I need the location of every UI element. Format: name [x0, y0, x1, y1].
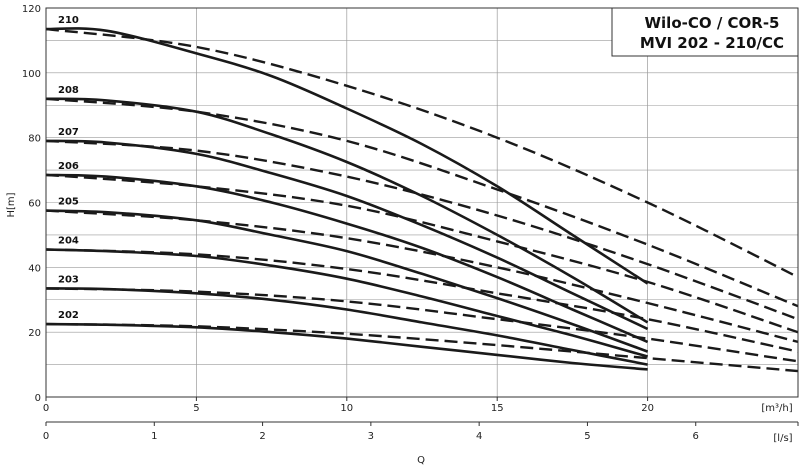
series-210-dashed [45, 27, 799, 279]
title-line-1: Wilo-CO / COR-5 [644, 14, 779, 32]
x-tick-label: 0 [43, 403, 49, 414]
y-tick-label: 20 [28, 328, 41, 339]
series-208-dashed [45, 97, 799, 308]
series-207-solid [45, 139, 649, 331]
series-label-203: 203 [58, 274, 79, 285]
axes [45, 7, 799, 426]
series-label-210: 210 [58, 15, 79, 26]
labels: 0 20 40 60 80 100 120 0 5 10 15 20 0 1 2 3 4 5 6 210 208 207 2… [22, 4, 699, 442]
series-210-solid [45, 27, 649, 285]
title-line-2: MVI 202 - 210/CC [640, 34, 784, 52]
y-tick-label: 40 [28, 263, 41, 274]
series-208-solid [45, 97, 649, 324]
y-tick-label: 100 [22, 69, 41, 80]
series-207-dashed [45, 139, 799, 321]
plot-frame [45, 7, 799, 398]
x2-tick-label: 6 [693, 431, 699, 442]
y-axis-label: H[m] [6, 192, 17, 217]
x-unit-primary: [m³/h] [761, 403, 792, 414]
grid [46, 8, 798, 397]
series-204-dashed [45, 248, 799, 353]
series-label-208: 208 [58, 85, 79, 96]
title-box: Wilo-CO / COR-5 MVI 202 - 210/CC [611, 7, 799, 57]
series-202-solid [45, 322, 648, 371]
series-203-solid [45, 287, 648, 366]
y-tick-label: 0 [35, 393, 41, 404]
x2-tick-label: 1 [151, 431, 157, 442]
series-label-202: 202 [58, 310, 79, 321]
y-tick-label: 120 [22, 4, 41, 15]
x-tick-label: 15 [491, 403, 504, 414]
series-206-dashed [45, 173, 799, 334]
x2-tick-label: 2 [259, 431, 265, 442]
curves [45, 27, 799, 373]
x2-tick-label: 4 [476, 431, 482, 442]
x-unit-secondary: [l/s] [773, 433, 792, 444]
x2-tick-label: 3 [368, 431, 374, 442]
series-204-solid [45, 248, 648, 358]
x-tick-label: 5 [193, 403, 199, 414]
x-tick-label: 20 [641, 403, 654, 414]
x2-tick-label: 5 [584, 431, 590, 442]
title-frame [611, 7, 799, 57]
x-tick-label: 10 [340, 403, 353, 414]
series-205-dashed [45, 209, 799, 344]
x2-tick-label: 0 [43, 431, 49, 442]
series-label-206: 206 [58, 161, 79, 172]
y-tick-label: 80 [28, 134, 41, 145]
series-label-204: 204 [58, 236, 79, 247]
y-tick-label: 60 [28, 199, 41, 210]
series-205-solid [45, 209, 649, 353]
series-label-207: 207 [58, 127, 79, 138]
series-label-205: 205 [58, 197, 79, 208]
x-axis-label: Q [417, 455, 425, 466]
